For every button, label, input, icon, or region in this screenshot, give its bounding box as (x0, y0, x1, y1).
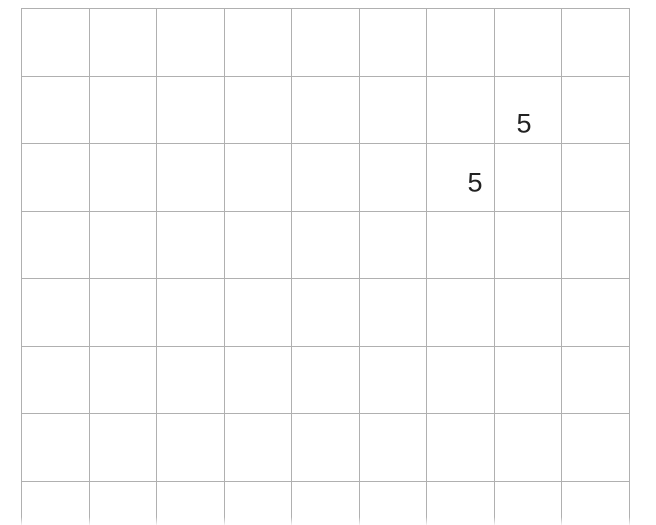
grid-cell (562, 481, 630, 525)
grid-cell (224, 9, 293, 77)
grid-cell (224, 76, 293, 144)
grid-cell (157, 144, 225, 212)
grid-cell (427, 279, 495, 347)
grid-cell (427, 211, 495, 279)
grid-cell (292, 211, 360, 279)
grid-cell (494, 481, 563, 525)
grid-cell (89, 144, 158, 212)
grid-paper: 5 5 (21, 8, 630, 525)
grid-cell (359, 346, 428, 414)
grid-cell (89, 76, 158, 144)
grid-cell (22, 414, 90, 482)
grid-cell (494, 346, 563, 414)
grid-cell (157, 279, 225, 347)
grid-cell (22, 279, 90, 347)
grid-cell (359, 211, 428, 279)
grid-cell (22, 346, 90, 414)
grid-cell (359, 481, 428, 525)
grid-cell (562, 211, 630, 279)
grid-cell (427, 346, 495, 414)
grid-cell (224, 279, 293, 347)
grid-cell (359, 76, 428, 144)
grid-cell (89, 481, 158, 525)
grid-cell (89, 211, 158, 279)
grid-cell (224, 346, 293, 414)
grid-cell (22, 211, 90, 279)
grid-number: 5 (467, 167, 483, 198)
grid-cell (22, 76, 90, 144)
grid-cell (359, 144, 428, 212)
grid-cell (494, 76, 563, 144)
grid-cell (292, 414, 360, 482)
grid-cell (224, 481, 293, 525)
grid-cell (89, 9, 158, 77)
grid-cell (89, 414, 158, 482)
grid-cell (157, 76, 225, 144)
grid-cell (22, 481, 90, 525)
grid-cell (157, 346, 225, 414)
grid-cell (224, 144, 293, 212)
grid-cell (494, 144, 563, 212)
grid-cell (494, 211, 563, 279)
grid-cell (157, 9, 225, 77)
grid-cell (224, 211, 293, 279)
grid-cell (494, 9, 563, 77)
grid-cell (89, 279, 158, 347)
grid-cell (562, 346, 630, 414)
grid-cell (292, 279, 360, 347)
grid-cell (427, 9, 495, 77)
grid-cell (292, 144, 360, 212)
grid-cell (157, 414, 225, 482)
grid-cell (494, 414, 563, 482)
grid-cell (562, 76, 630, 144)
grid-cell (292, 481, 360, 525)
grid-cell (157, 481, 225, 525)
grid-cell (359, 414, 428, 482)
grid-cell (494, 279, 563, 347)
grid-cell (292, 76, 360, 144)
grid-cell (224, 414, 293, 482)
grid-cell (359, 9, 428, 77)
grid-cell (22, 144, 90, 212)
grid-cell (562, 9, 630, 77)
grid-cell (427, 414, 495, 482)
grid-cell (427, 481, 495, 525)
grid-cell (359, 279, 428, 347)
grid-cell (427, 144, 495, 212)
grid-cell (562, 144, 630, 212)
grid-cell (427, 76, 495, 144)
grid-cell (562, 279, 630, 347)
grid-cell (292, 346, 360, 414)
grid-number: 5 (516, 108, 532, 139)
grid-cell (562, 414, 630, 482)
grid-cell (292, 9, 360, 77)
grid-cell (22, 9, 90, 77)
grid-cell (89, 346, 158, 414)
grid-cell (157, 211, 225, 279)
